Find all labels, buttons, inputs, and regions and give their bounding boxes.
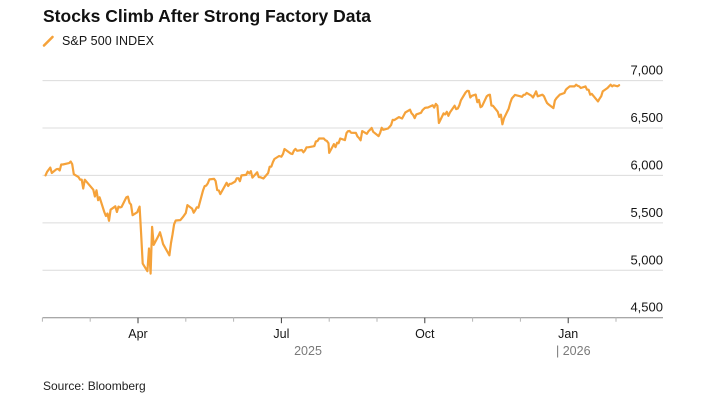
x-axis-month-label: Oct <box>415 327 435 341</box>
legend-series-label: S&P 500 INDEX <box>62 34 155 48</box>
source-attribution: Source: Bloomberg <box>43 379 146 393</box>
year-label-2025: 2025 <box>294 344 322 358</box>
y-axis-label: 5,000 <box>630 252 663 267</box>
x-axis-month-label: Jan <box>558 327 578 341</box>
legend-line-swatch-icon <box>42 35 54 47</box>
y-axis-label: 6,000 <box>630 157 663 172</box>
year-label-2026: | 2026 <box>556 344 591 358</box>
y-axis-label: 6,500 <box>630 110 663 125</box>
x-axis-month-label: Jul <box>273 327 289 341</box>
y-axis-label: 7,000 <box>630 63 663 78</box>
legend: S&P 500 INDEX <box>42 33 154 49</box>
x-axis-month-label: Apr <box>128 327 147 341</box>
price-line <box>44 83 621 275</box>
chart-title: Stocks Climb After Strong Factory Data <box>43 6 372 26</box>
y-axis-label: 4,500 <box>630 300 663 315</box>
y-axis-label: 5,500 <box>630 205 663 220</box>
